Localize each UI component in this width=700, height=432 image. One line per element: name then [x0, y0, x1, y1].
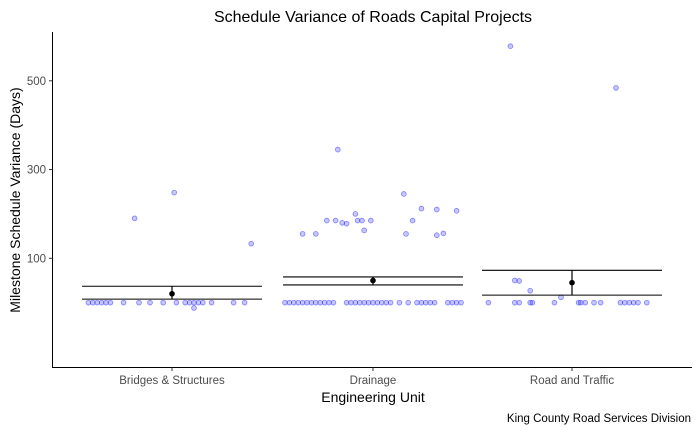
data-point — [362, 228, 367, 233]
data-point — [401, 192, 406, 197]
data-point — [249, 241, 254, 246]
data-point — [388, 300, 393, 305]
data-point — [340, 220, 345, 225]
data-point — [242, 300, 247, 305]
data-point — [614, 86, 619, 91]
chart-caption: King County Road Services Division — [507, 413, 691, 425]
x-tick-label: Drainage — [350, 375, 397, 387]
data-point — [331, 300, 336, 305]
data-point — [108, 300, 113, 305]
data-point — [335, 147, 340, 152]
mean-point — [569, 280, 575, 286]
data-point — [313, 231, 318, 236]
data-point — [121, 300, 126, 305]
data-point — [528, 288, 533, 293]
data-point — [406, 300, 411, 305]
data-point — [434, 233, 439, 238]
data-point — [209, 300, 214, 305]
y-tick-label: 100 — [27, 253, 46, 265]
data-point — [592, 300, 597, 305]
data-point — [300, 231, 305, 236]
data-point — [132, 216, 137, 221]
data-point — [598, 300, 603, 305]
x-tick-label: Road and Traffic — [530, 375, 614, 387]
data-point — [344, 221, 349, 226]
data-point — [459, 300, 464, 305]
y-tick-label: 500 — [27, 76, 46, 88]
data-point — [583, 300, 588, 305]
data-point — [333, 218, 338, 223]
data-point — [517, 300, 522, 305]
data-point — [231, 300, 236, 305]
data-point — [432, 300, 437, 305]
mean-ci-summaries — [82, 270, 662, 299]
data-point — [161, 300, 166, 305]
data-point — [517, 279, 522, 284]
data-point — [404, 231, 409, 236]
data-point — [174, 300, 179, 305]
data-point — [324, 218, 329, 223]
plot-area: 100 300 500 Bridges & Structures Drainage Ro… — [27, 32, 692, 387]
data-point — [636, 300, 641, 305]
data-point — [360, 218, 365, 223]
y-axis-title: Milestone Schedule Variance (Days) — [7, 87, 23, 312]
data-point — [368, 218, 373, 223]
data-point — [552, 300, 557, 305]
x-axis-ticks: Bridges & Structures Drainage Road and Tra… — [119, 368, 614, 388]
data-point — [441, 231, 446, 236]
data-point — [353, 212, 358, 217]
data-point — [192, 306, 197, 311]
x-tick-label: Bridges & Structures — [119, 375, 225, 387]
data-point — [148, 300, 153, 305]
data-point — [434, 207, 439, 212]
data-point — [137, 300, 142, 305]
mean-point — [370, 278, 376, 284]
data-point — [397, 300, 402, 305]
chart-title: Schedule Variance of Roads Capital Proje… — [214, 9, 532, 26]
data-point — [419, 206, 424, 211]
data-point — [530, 300, 535, 305]
x-axis-title: Engineering Unit — [321, 389, 425, 405]
data-point — [172, 190, 177, 195]
data-point — [454, 208, 459, 213]
data-point — [508, 44, 513, 49]
data-point — [644, 300, 649, 305]
mean-point — [169, 291, 175, 297]
data-point — [486, 300, 491, 305]
y-axis-ticks: 100 300 500 — [27, 76, 53, 265]
data-point — [410, 218, 415, 223]
y-tick-label: 300 — [27, 165, 46, 177]
data-point — [200, 300, 205, 305]
